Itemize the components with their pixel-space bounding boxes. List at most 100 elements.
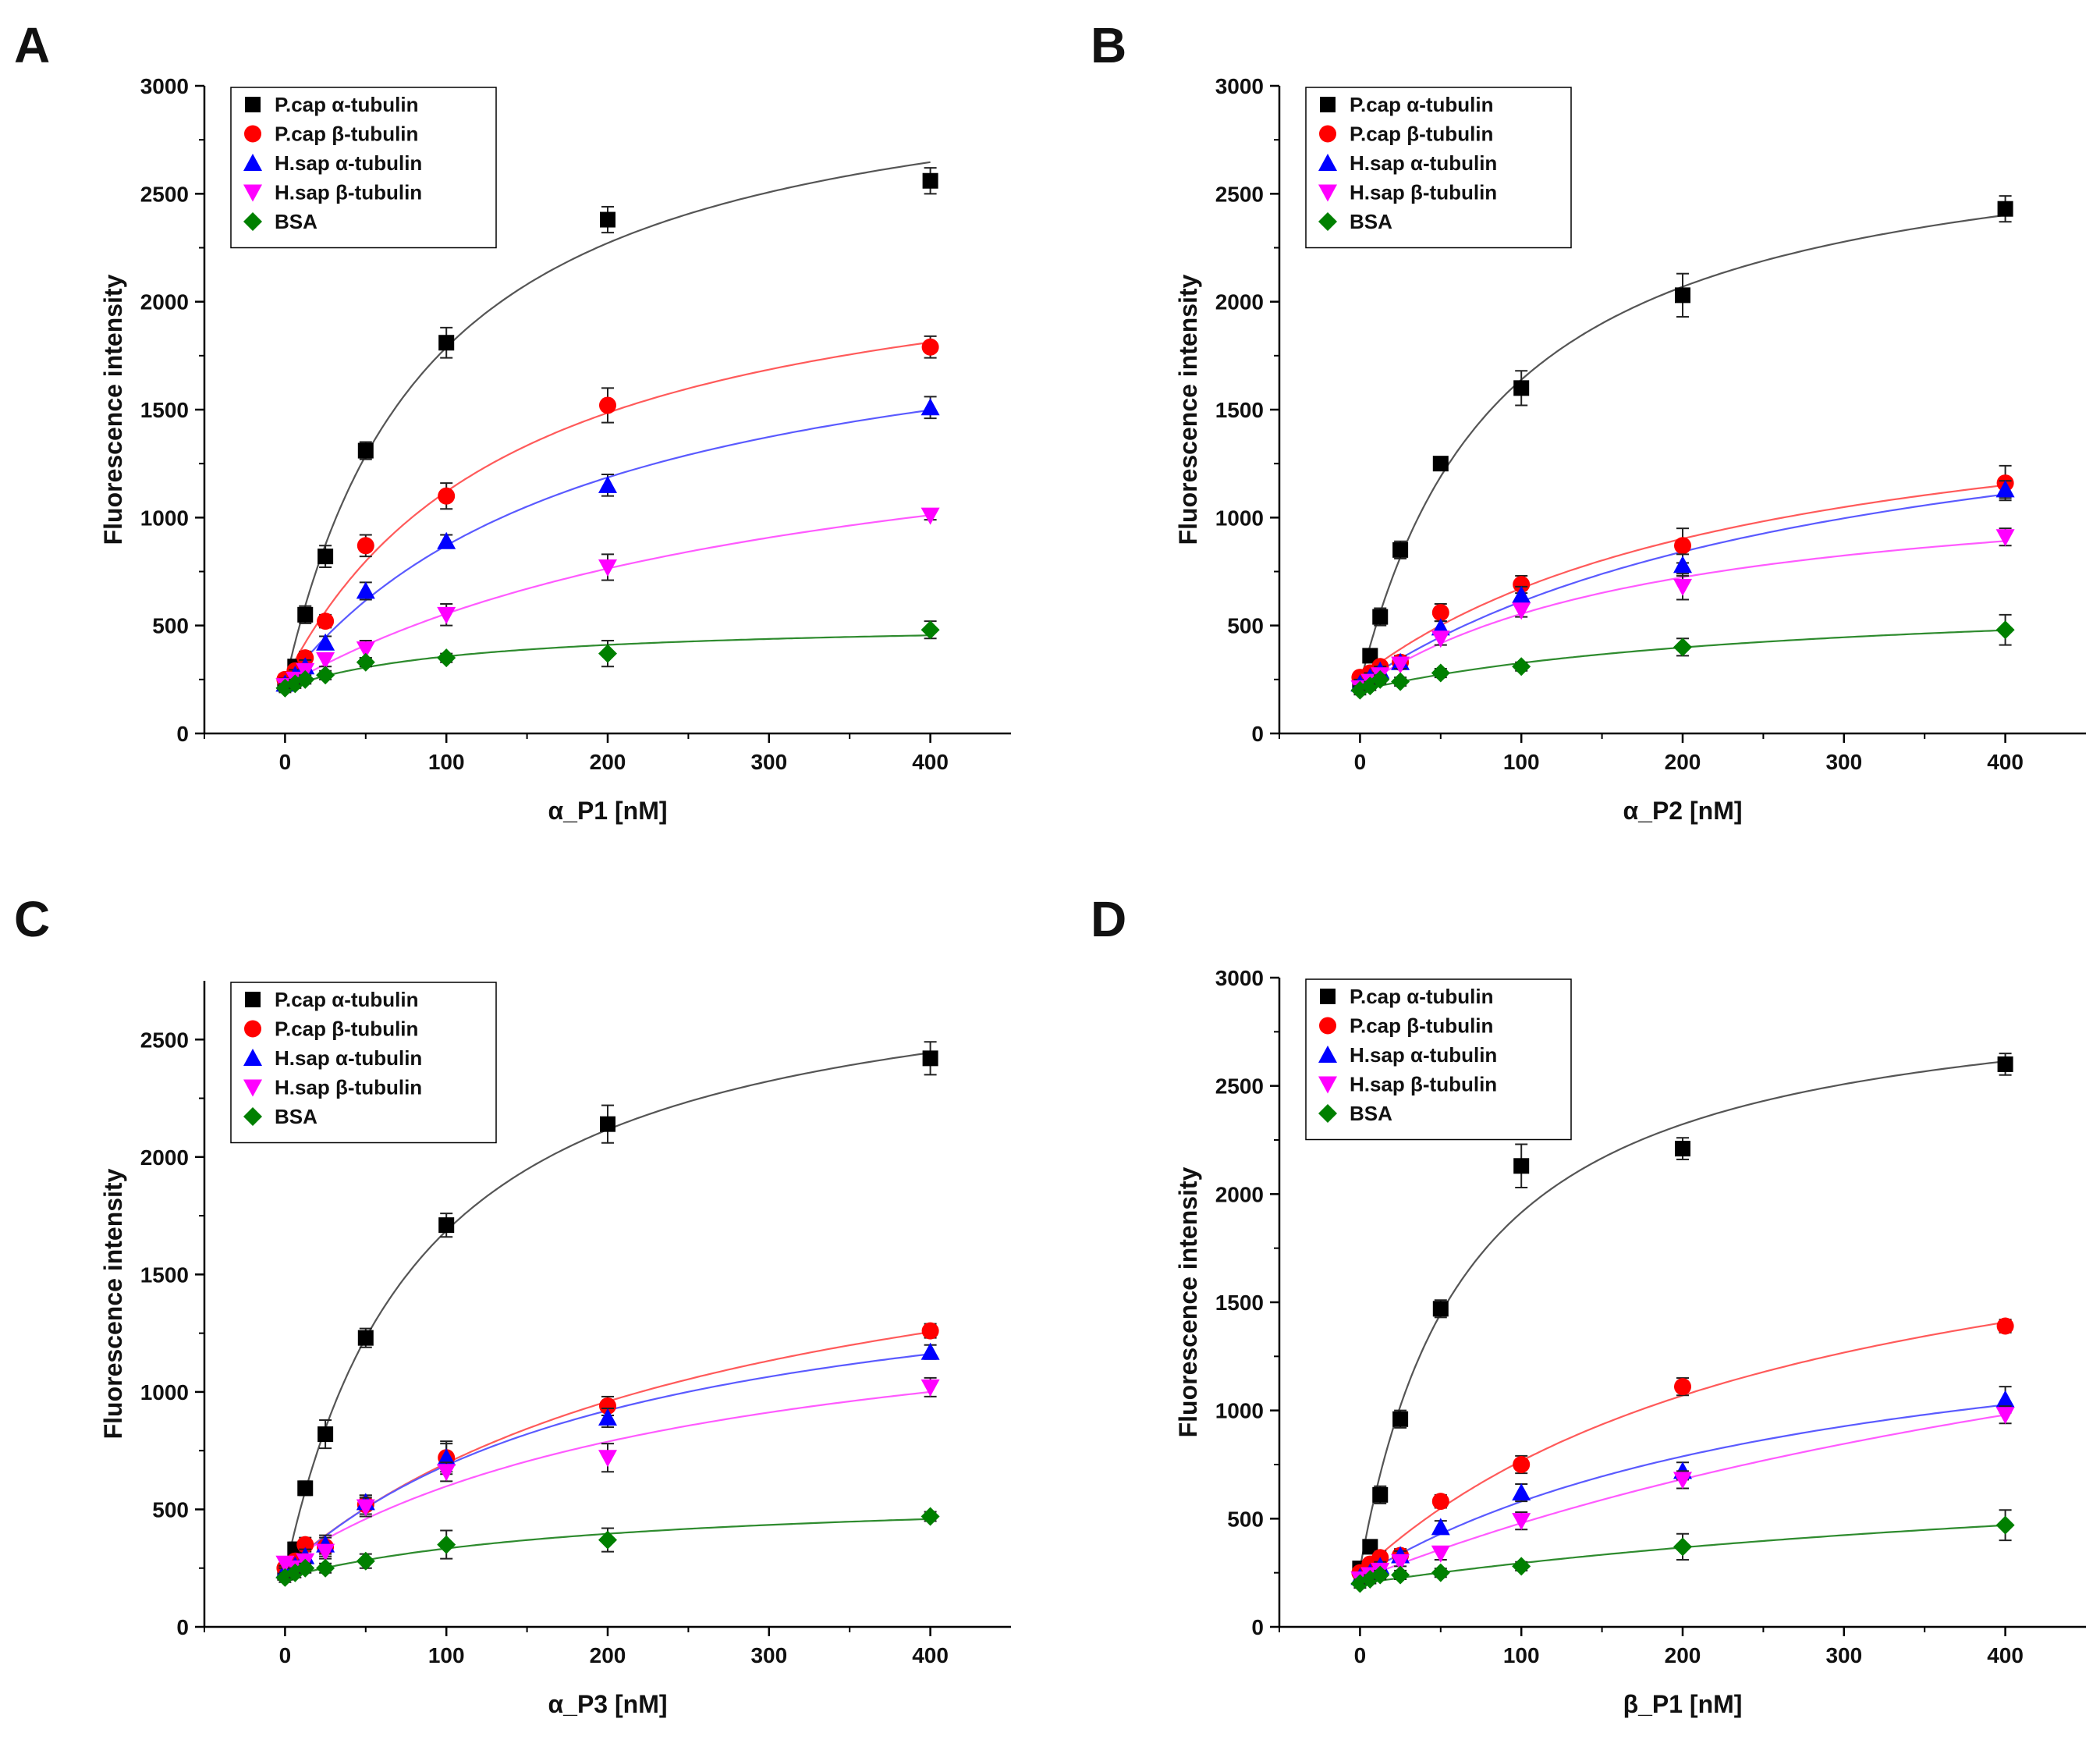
- data-point: [1432, 456, 1449, 472]
- legend-marker: [244, 125, 261, 143]
- legend-label: P.cap β-tubulin: [275, 1017, 418, 1041]
- data-point: [1513, 1456, 1531, 1473]
- data-point: [438, 1217, 455, 1234]
- y-tick-label: 2000: [140, 290, 189, 314]
- data-point: [438, 487, 456, 505]
- legend-label: H.sap β-tubulin: [1350, 181, 1497, 204]
- data-point: [921, 507, 940, 525]
- panel-letter: D: [1091, 891, 1126, 947]
- y-tick-label: 1000: [1215, 506, 1264, 530]
- legend-label: BSA: [275, 1105, 317, 1128]
- x-tick-label: 300: [1825, 1643, 1862, 1667]
- y-tick-label: 0: [176, 722, 189, 746]
- legend-label: H.sap α-tubulin: [1350, 151, 1497, 175]
- data-point: [1675, 1141, 1690, 1157]
- data-point: [598, 1530, 617, 1550]
- legend-label: P.cap β-tubulin: [1350, 1014, 1493, 1038]
- data-point: [1391, 672, 1410, 691]
- y-tick-label: 0: [1251, 1615, 1264, 1639]
- x-tick-label: 100: [1503, 750, 1540, 774]
- data-point: [1673, 1472, 1692, 1490]
- panel-letter: B: [1091, 17, 1126, 73]
- x-tick-label: 400: [1987, 1643, 2024, 1667]
- panel-c: C 0 500 1000 1500 2000 2500 0 100 200 300 400 α_P3 […: [14, 891, 1011, 1718]
- data-point: [921, 1379, 940, 1397]
- data-point: [921, 1342, 940, 1360]
- y-tick-label: 1000: [1215, 1399, 1264, 1423]
- legend-marker: [243, 1049, 262, 1066]
- data-point: [1392, 542, 1409, 558]
- y-tick-label: 2500: [140, 1028, 189, 1052]
- legend-marker: [243, 1079, 262, 1097]
- data-point: [1372, 1486, 1389, 1503]
- data-point: [1995, 1407, 2015, 1425]
- y-tick-label: 500: [1227, 614, 1264, 638]
- x-tick-label: 100: [1503, 1643, 1540, 1667]
- data-point: [296, 1558, 315, 1578]
- legend-label: P.cap β-tubulin: [1350, 123, 1493, 146]
- data-point: [1512, 1557, 1531, 1576]
- data-point: [1673, 578, 1692, 596]
- y-tick-label: 1500: [140, 1262, 189, 1287]
- fit-curve-3: [1359, 1414, 2006, 1580]
- x-tick-label: 200: [1665, 1643, 1701, 1667]
- data-point: [1391, 1554, 1410, 1571]
- data-point: [1431, 1518, 1450, 1536]
- data-point: [1673, 1537, 1692, 1557]
- data-point: [922, 172, 938, 189]
- data-point: [1675, 287, 1690, 304]
- legend-marker: [1318, 184, 1337, 202]
- data-point: [598, 559, 617, 577]
- data-point: [1431, 1493, 1449, 1511]
- data-point: [921, 398, 940, 416]
- data-point: [297, 1480, 314, 1497]
- y-tick-label: 1500: [140, 398, 189, 422]
- data-point: [598, 644, 617, 663]
- y-axis-title: Fluorescence intensity: [1174, 1167, 1202, 1437]
- data-point: [317, 1426, 334, 1443]
- data-point: [1431, 604, 1449, 622]
- data-point: [1371, 669, 1390, 689]
- data-point: [357, 537, 374, 555]
- x-tick-label: 200: [590, 750, 626, 774]
- fit-curve-1: [1359, 484, 2006, 678]
- data-point: [356, 652, 375, 672]
- data-point: [357, 1330, 374, 1346]
- data-point: [922, 1050, 938, 1067]
- y-tick-label: 500: [1227, 1507, 1264, 1531]
- x-tick-label: 0: [279, 1643, 292, 1667]
- panel-b: B 0 500 1000 1500 2000 2500 3000 0 100 200 300 400 α_…: [1091, 17, 2086, 825]
- data-point: [921, 620, 940, 640]
- data-point: [1512, 1483, 1531, 1501]
- data-point: [1995, 480, 2015, 498]
- fit-curve-2: [284, 1353, 931, 1571]
- data-point: [1431, 630, 1450, 648]
- data-point: [1391, 1565, 1410, 1585]
- y-tick-label: 0: [1251, 722, 1264, 746]
- data-point: [296, 669, 315, 689]
- x-tick-label: 0: [1354, 1643, 1367, 1667]
- data-point: [317, 613, 335, 630]
- data-point: [437, 531, 456, 549]
- legend-marker: [1319, 1017, 1336, 1035]
- x-tick-label: 400: [912, 750, 949, 774]
- y-tick-label: 3000: [1215, 74, 1264, 98]
- y-tick-label: 2000: [1215, 290, 1264, 314]
- data-point: [1996, 1317, 2014, 1335]
- x-tick-label: 200: [1665, 750, 1701, 774]
- data-point: [1431, 1545, 1450, 1563]
- data-point: [356, 581, 375, 599]
- x-tick-label: 0: [1354, 750, 1367, 774]
- data-point: [598, 475, 617, 493]
- data-point: [1513, 1158, 1530, 1174]
- x-tick-label: 300: [1825, 750, 1862, 774]
- data-point: [598, 1408, 617, 1426]
- legend-marker: [1318, 212, 1337, 231]
- data-point: [1995, 529, 2015, 547]
- data-point: [1431, 1563, 1450, 1582]
- y-tick-label: 1000: [140, 1380, 189, 1404]
- y-tick-label: 500: [152, 614, 189, 638]
- y-tick-label: 1000: [140, 506, 189, 530]
- data-point: [1371, 1565, 1390, 1585]
